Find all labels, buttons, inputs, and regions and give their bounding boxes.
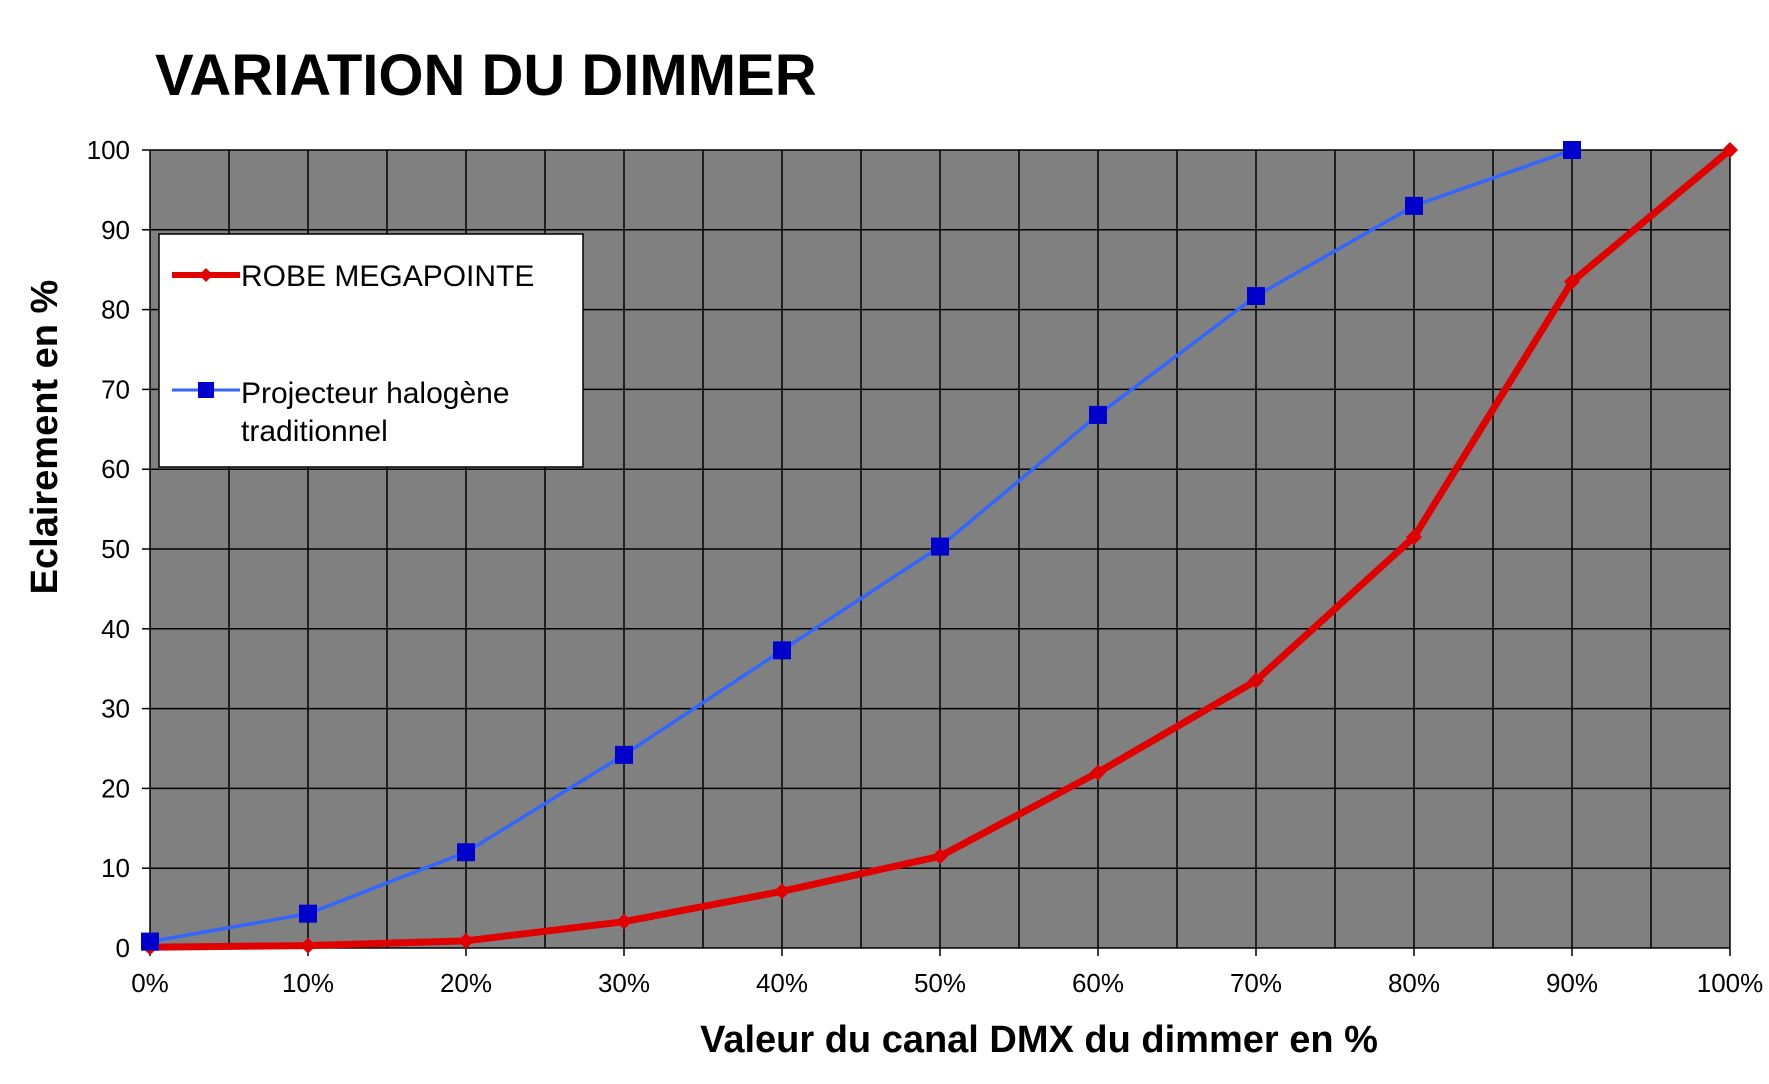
- series-robe-megapointe: [142, 142, 1738, 956]
- data-point: [615, 745, 633, 764]
- series-line: [148, 148, 1574, 944]
- data-point: [931, 537, 949, 556]
- x-axis-title: Valeur du canal DMX du dimmer en %: [700, 1019, 1378, 1061]
- x-tick-label: 70%: [1230, 968, 1282, 998]
- x-tick-label: 40%: [756, 968, 808, 998]
- data-point: [457, 843, 475, 862]
- legend-label-robe: ROBE MEGAPOINTE: [241, 260, 534, 293]
- y-tick-label: 60: [101, 454, 130, 484]
- chart-title: VARIATION DU DIMMER: [155, 43, 817, 108]
- x-axis-ticks: 0% 10% 20% 30% 40% 50% 60% 70% 80% 90% 100%: [131, 948, 1763, 998]
- y-tick-label: 20: [101, 773, 130, 803]
- data-point: [1564, 273, 1580, 290]
- x-tick-label: 10%: [282, 968, 334, 998]
- data-point: [1090, 764, 1106, 781]
- y-tick-label: 0: [116, 933, 130, 963]
- y-tick-label: 30: [101, 694, 130, 724]
- x-tick-label: 90%: [1546, 968, 1598, 998]
- x-tick-label: 50%: [914, 968, 966, 998]
- y-axis-ticks: 0 10 20 30 40 50 60 70 80 90 100: [87, 135, 150, 963]
- data-point: [1247, 287, 1265, 306]
- y-tick-label: 100: [87, 135, 130, 165]
- x-tick-label: 30%: [598, 968, 650, 998]
- y-tick-label: 10: [101, 853, 130, 883]
- y-axis-title: Eclairement en %: [24, 280, 66, 595]
- legend-label-halogen-line2: traditionnel: [241, 415, 388, 448]
- data-point: [1563, 141, 1581, 159]
- legend-label-halogen-line1: Projecteur halogène: [241, 377, 510, 410]
- y-tick-label: 90: [101, 215, 130, 245]
- data-point: [773, 641, 791, 660]
- y-tick-label: 40: [101, 614, 130, 644]
- series-layer: [141, 141, 1738, 956]
- data-point: [1722, 142, 1738, 158]
- x-tick-label: 80%: [1388, 968, 1440, 998]
- y-tick-label: 80: [101, 295, 130, 325]
- series-halogen: [141, 141, 1581, 951]
- data-point: [1089, 405, 1107, 424]
- legend: ROBE MEGAPOINTE Projecteur halogène trad…: [158, 233, 584, 468]
- data-point: [1406, 529, 1422, 546]
- x-tick-label: 100%: [1697, 968, 1764, 998]
- x-tick-label: 20%: [440, 968, 492, 998]
- legend-marker-robe: [199, 268, 213, 282]
- data-point: [300, 937, 316, 954]
- data-point: [1405, 196, 1423, 215]
- legend-marker-halogen: [198, 382, 214, 398]
- data-point: [299, 904, 317, 923]
- data-point: [458, 932, 474, 949]
- y-tick-label: 70: [101, 374, 130, 404]
- x-tick-label: 0%: [131, 968, 169, 998]
- data-point: [1248, 672, 1264, 689]
- data-point: [141, 932, 159, 951]
- data-point: [932, 848, 948, 865]
- x-tick-label: 60%: [1072, 968, 1124, 998]
- y-tick-label: 50: [101, 534, 130, 564]
- data-point: [774, 883, 790, 900]
- data-point: [616, 913, 632, 930]
